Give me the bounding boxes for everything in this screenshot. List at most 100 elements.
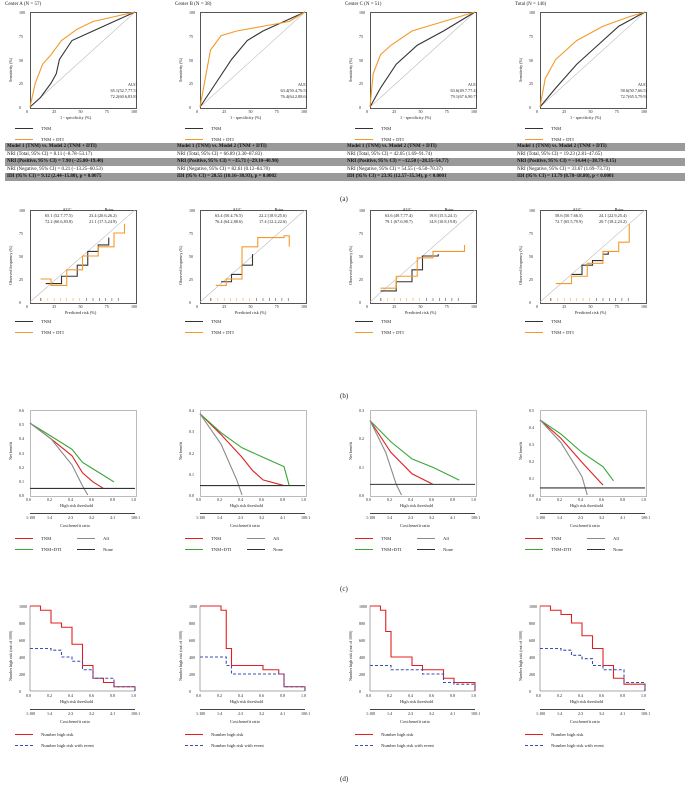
y-tick-label: 200 xyxy=(189,672,195,677)
plot-svg xyxy=(370,605,476,691)
y-axis-label: Sensitivity (%) xyxy=(8,57,13,82)
series-line-tnm-dti xyxy=(215,235,290,286)
legend-swatch xyxy=(525,549,543,550)
legend-item: TNM xyxy=(525,123,574,134)
legend-label: TNM xyxy=(41,319,52,324)
series-line-tnm xyxy=(539,11,646,108)
legend-label: TNM+DTI xyxy=(211,547,232,552)
reference-diagonal xyxy=(539,11,646,108)
legend-item: Number high risk xyxy=(525,729,604,740)
legend-label: TNM xyxy=(551,536,562,541)
legend-label: TNM xyxy=(41,536,52,541)
panel-title: Center A (N = 57) xyxy=(5,2,42,7)
x-tick-label: 50 xyxy=(78,109,83,114)
cost-benefit-tick: 2:3 xyxy=(68,515,74,520)
y-tick-label: 0.5 xyxy=(529,408,534,413)
y-tick-label: 25 xyxy=(189,81,193,87)
x-axis-label: Predicted risk (%) xyxy=(235,310,267,315)
legend-swatch xyxy=(525,538,543,539)
legend: TNM TNM + DTI xyxy=(185,316,234,338)
series-line-tnm xyxy=(29,422,104,489)
table-cell: NRI (Total, 95% CI) = 8.11 (−8.78–53.17) xyxy=(7,151,93,157)
legend-item: Number high risk with event xyxy=(15,740,94,751)
y-tick-label: 200 xyxy=(359,672,365,677)
y-tick-label: 50 xyxy=(19,57,23,63)
plot-svg xyxy=(369,606,475,692)
cost-benefit-tick: 1:100 xyxy=(26,515,36,520)
legend-item: TNM xyxy=(15,533,77,544)
legend-swatch xyxy=(417,549,435,550)
x-tick-label: 100 xyxy=(641,304,647,309)
calibration-stats: AUC Brier 58.6 (50.7,66.5) 24.1 (22.9,25.4)… xyxy=(555,207,643,225)
x-tick-label: 0.2 xyxy=(387,693,392,698)
y-tick-label: 100 xyxy=(359,208,365,213)
series-line-tnm xyxy=(45,237,110,285)
legend-item: None xyxy=(587,544,649,555)
x-tick-label: 0.6 xyxy=(89,497,94,502)
brier-header: Brier xyxy=(104,207,114,212)
cost-benefit-axis xyxy=(540,513,645,514)
y-axis-label: Sensitivity (%) xyxy=(518,57,523,82)
legend-label: Number high risk xyxy=(211,732,244,737)
x-tick-label: 1.0 xyxy=(301,693,306,698)
cost-benefit-tick: 1:4 xyxy=(217,711,223,716)
y-tick-label: 1000 xyxy=(529,604,537,609)
x-axis-label: Predicted risk (%) xyxy=(405,310,437,315)
x-tick-label: 100 xyxy=(301,304,307,309)
legend-item: None xyxy=(247,544,309,555)
legend-item: TNM + DTI xyxy=(15,327,64,338)
stats-row: 76.4 (64.2,88.6) 17.4 (12.2,22.6) xyxy=(215,219,303,225)
series-line-number-high-risk-with-event xyxy=(540,647,646,691)
legend-label: TNM xyxy=(381,126,392,131)
plot-svg xyxy=(30,605,136,691)
cost-benefit-label: Cost:benefit ratio xyxy=(60,719,90,724)
brier-value: 14.8 (10.8,19.8) xyxy=(429,219,457,224)
y-tick-label: 0.0 xyxy=(529,493,534,498)
cost-benefit-tick: 2:3 xyxy=(578,515,584,520)
series-line-tnm-dti xyxy=(380,244,466,289)
x-tick-label: 25 xyxy=(52,304,57,309)
y-tick-label: 0.1 xyxy=(529,476,534,481)
legend-item: Number high risk xyxy=(185,729,264,740)
y-tick-label: 600 xyxy=(189,638,195,643)
panel-label-a: (a) xyxy=(340,195,348,203)
x-tick-label: 0 xyxy=(536,109,538,114)
legend-label: TNM+DTI xyxy=(551,547,572,552)
x-tick-label: 0.4 xyxy=(578,497,583,502)
legend: TNM TNM + DTI xyxy=(525,316,574,338)
cost-benefit-tick: 100:1 xyxy=(641,711,651,716)
cost-benefit-tick: 3:2 xyxy=(89,515,95,520)
series-line-all xyxy=(29,422,89,496)
legend-item: All xyxy=(587,533,649,544)
y-axis-label: Net benefit xyxy=(8,442,13,460)
legend: Number high risk Number high risk with ev… xyxy=(15,729,94,751)
y-axis-label: Net benefit xyxy=(348,442,353,460)
series-line-tnm xyxy=(29,11,136,108)
auc-annotation: AUC 63.4(50.4,76.5) 76.4(64.2,88.6) xyxy=(245,82,308,100)
y-tick-label: 25 xyxy=(359,81,363,87)
legend-swatch xyxy=(525,745,543,746)
legend-item: TNM+DTI xyxy=(15,544,77,555)
x-axis-label: High risk threshold xyxy=(60,699,94,704)
cost-benefit-tick: 3:2 xyxy=(259,515,265,520)
legend-label: TNM xyxy=(381,536,392,541)
cost-benefit-tick: 1:4 xyxy=(557,515,563,520)
legend-swatch xyxy=(185,332,203,333)
series-line-tnm xyxy=(539,419,604,486)
x-tick-label: 75 xyxy=(104,304,109,309)
y-tick-label: 200 xyxy=(19,672,25,677)
legend-swatch xyxy=(185,549,203,550)
legend: TNM TNM + DTI xyxy=(15,123,64,145)
cost-benefit-tick: 3:2 xyxy=(429,515,435,520)
x-tick-label: 25 xyxy=(52,109,57,114)
auc-tnm-dti: 76.4(64.2,88.6) xyxy=(280,94,308,99)
cost-benefit-tick: 2:3 xyxy=(238,711,244,716)
x-axis-label: High risk threshold xyxy=(570,699,604,704)
brier-header: Brier xyxy=(444,207,454,212)
table-cell: NRI (Positive, 95% CI) = −35.71 (−29.10–… xyxy=(177,159,279,164)
legend: TNM All TNM+DTI None xyxy=(355,533,479,555)
legend-swatch xyxy=(15,332,33,333)
brier-value: 22.2 (18.9,25.6) xyxy=(259,213,287,218)
x-tick-label: 0.6 xyxy=(429,497,434,502)
y-axis-label: Number high risk (out of 1000) xyxy=(348,630,353,681)
